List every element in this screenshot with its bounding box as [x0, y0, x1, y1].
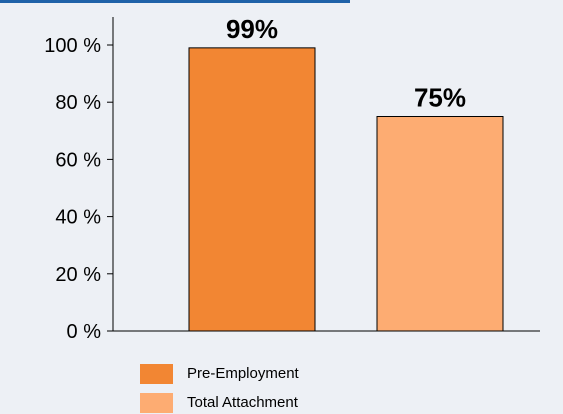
legend-label-total-attachment: Total Attachment: [187, 394, 298, 411]
y-tick-label-100: 100 %: [44, 35, 101, 57]
y-tick-label-40: 40 %: [55, 207, 101, 229]
legend-label-pre-employment: Pre-Employment: [187, 365, 299, 382]
data-label-total-attachment: 75%: [414, 83, 466, 113]
bar-pre-employment: [188, 47, 316, 332]
legend-item-pre-employment: Pre-Employment: [140, 359, 299, 388]
legend-swatch-pre-employment: [140, 363, 173, 384]
legend-item-total-attachment: Total Attachment: [140, 388, 299, 414]
legend-swatch-total-attachment: [140, 392, 173, 413]
data-label-pre-employment: 99%: [226, 14, 278, 44]
top-accent-bar: [0, 0, 350, 3]
legend: Pre-Employment Total Attachment: [140, 359, 299, 414]
y-tick-label-0: 0 %: [67, 321, 102, 343]
y-tick-label-60: 60 %: [55, 149, 101, 171]
y-tick-label-20: 20 %: [55, 264, 101, 286]
y-tick-label-80: 80 %: [55, 92, 101, 114]
bar-total-attachment: [376, 116, 504, 332]
